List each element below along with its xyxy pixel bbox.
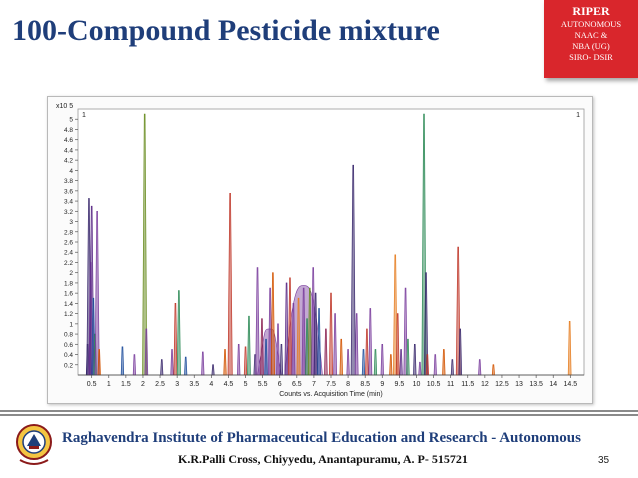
institute-emblem-icon: [16, 424, 52, 465]
y-tick-label: 2.4: [64, 250, 73, 257]
chromatogram-peak: [132, 354, 137, 376]
badge-line: AUTONOMOUS: [560, 19, 622, 29]
y-tick-label: 1.2: [64, 311, 73, 318]
x-tick-label: 4: [209, 381, 213, 388]
y-tick-label: 3.8: [64, 178, 73, 185]
chromatogram-peak: [491, 364, 495, 376]
x-tick-label: 1.5: [121, 381, 131, 388]
plot-marker-left: 1: [82, 112, 86, 119]
x-tick-label: 5.5: [258, 381, 268, 388]
x-tick-label: 0.5: [87, 381, 97, 388]
x-tick-label: 6.5: [292, 381, 302, 388]
y-tick-label: 3.2: [64, 209, 73, 216]
y-tick-label: 2: [69, 270, 73, 277]
x-tick-label: 14: [549, 381, 557, 388]
page-number: 35: [598, 455, 610, 466]
badge-line: NBA (UG): [572, 41, 610, 51]
y-tick-label: 3.6: [64, 188, 73, 195]
chromatogram-chart: x10 5 1 1 0.2 0.4 0.6 0.8 1 1.2 1.4 1.6 1.8 2 2.2 2.4 2…: [47, 96, 593, 404]
x-tick-label: 9.5: [395, 381, 405, 388]
footer-institute-name: Raghavendra Institute of Pharmaceutical …: [62, 430, 581, 446]
x-tick-label: 10.5: [427, 381, 441, 388]
y-tick-label: 0.8: [64, 332, 73, 339]
x-axis-label: Counts vs. Acquisition Time (min): [279, 391, 382, 398]
y-tick-label: 5: [69, 117, 73, 124]
slide-title: 100-Compound Pesticide mixture: [12, 14, 440, 47]
x-tick-label: 6: [278, 381, 282, 388]
badge-title: RIPER: [572, 4, 610, 18]
x-tick-label: 13: [515, 381, 523, 388]
x-tick-label: 2.5: [155, 381, 165, 388]
x-tick-label: 5: [244, 381, 248, 388]
chromatogram-peak: [478, 359, 482, 376]
x-tick-label: 7: [312, 381, 316, 388]
y-tick-label: 3.4: [64, 199, 73, 206]
x-tick-label: 8.5: [360, 381, 370, 388]
x-tick-label: 14.5: [564, 381, 578, 388]
y-tick-label: 4.4: [64, 147, 73, 154]
x-tick-label: 2: [141, 381, 145, 388]
chromatogram-peak: [184, 356, 188, 376]
plot-marker-right: 1: [576, 112, 580, 119]
x-tick-label: 9: [380, 381, 384, 388]
y-tick-label: 4: [69, 168, 73, 175]
x-tick-label: 13.5: [529, 381, 543, 388]
footer-address: K.R.Palli Cross, Chiyyedu, Anantapuramu,…: [178, 452, 468, 466]
x-tick-label: 12: [481, 381, 489, 388]
chromatogram-peak: [418, 361, 422, 376]
y-tick-label: 3: [69, 219, 73, 226]
y-tick-label: 1.8: [64, 280, 73, 287]
y-tick-label: 4.6: [64, 137, 73, 144]
footer-divider: [0, 410, 638, 412]
footer-divider: [0, 414, 638, 416]
y-tick-label: 2.2: [64, 260, 73, 267]
chromatogram-peak: [433, 354, 437, 376]
x-tick-label: 11: [447, 381, 454, 388]
y-tick-label: 4.8: [64, 127, 73, 134]
y-tick-label: 1.6: [64, 291, 73, 298]
y-tick-label: 1: [69, 321, 73, 328]
x-tick-label: 4.5: [224, 381, 234, 388]
x-tick-label: 1: [107, 381, 111, 388]
x-tick-label: 7.5: [326, 381, 336, 388]
x-tick-label: 10: [413, 381, 421, 388]
x-tick-label: 12.5: [495, 381, 509, 388]
x-tick-label: 3.5: [189, 381, 199, 388]
badge-line: SIRO- DSIR: [569, 52, 613, 62]
badge-line: NAAC &: [574, 30, 608, 40]
y-tick-label: 4.2: [64, 158, 73, 165]
chromatogram-peak: [389, 354, 393, 376]
chromatogram-peak: [160, 359, 164, 376]
y-tick-label: 0.4: [64, 352, 73, 359]
chromatogram-peak: [211, 364, 215, 376]
x-tick-label: 8: [346, 381, 350, 388]
chromatogram-peak: [450, 359, 454, 376]
x-tick-label: 3: [175, 381, 179, 388]
chromatogram-svg: x10 51 10.20.40.60.811.21.41.61.822.22.42…: [56, 103, 585, 398]
y-tick-label: 2.8: [64, 229, 73, 236]
chromatogram-peak: [425, 354, 430, 376]
riper-badge: RIPER AUTONOMOUS NAAC & NBA (UG) SIRO- D…: [544, 0, 638, 78]
y-tick-label: 0.2: [64, 362, 73, 369]
y-tick-label: 1.4: [64, 301, 73, 308]
y-tick-label: 2.6: [64, 240, 73, 247]
x-tick-label: 11.5: [461, 381, 474, 388]
y-tick-label: 0.6: [64, 342, 73, 349]
y-multiplier-label: x10 5: [56, 103, 73, 110]
